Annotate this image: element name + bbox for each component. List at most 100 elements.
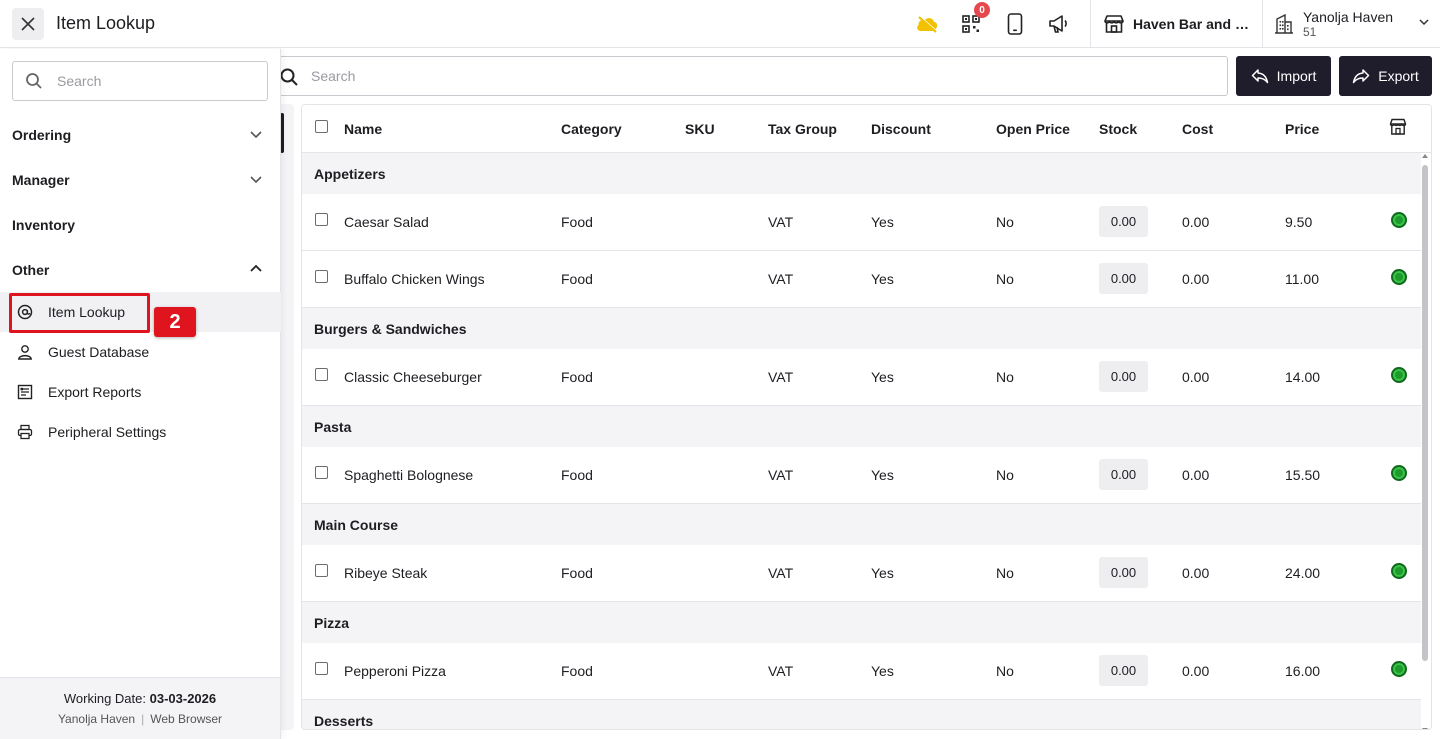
item-stock[interactable]: 0.00	[1099, 206, 1148, 237]
row-checkbox[interactable]	[315, 270, 328, 283]
status-active-indicator	[1391, 269, 1407, 285]
column-open-price[interactable]: Open Price	[996, 121, 1070, 137]
export-button[interactable]: Export	[1339, 56, 1432, 96]
nav-group-manager[interactable]: Manager	[0, 157, 281, 202]
table-row[interactable]: Caesar Salad Food VAT Yes No 0.00 0.00 9…	[302, 194, 1421, 251]
nav-group-ordering[interactable]: Ordering	[0, 112, 281, 157]
qr-orders-button[interactable]: 0	[949, 0, 993, 48]
storefront-icon	[1104, 15, 1124, 33]
item-price: 11.00	[1285, 271, 1319, 287]
chevron-down-icon	[250, 131, 262, 139]
item-cost: 0.00	[1182, 271, 1210, 287]
row-checkbox[interactable]	[315, 564, 328, 577]
category-panel-active-marker	[280, 113, 284, 153]
search-icon	[26, 73, 42, 89]
table-row[interactable]: Pepperoni Pizza Food VAT Yes No 0.00 0.0…	[302, 643, 1421, 700]
item-open-price: No	[996, 565, 1014, 581]
item-stock[interactable]: 0.00	[1099, 361, 1148, 392]
footer-property: Yanolja Haven	[57, 712, 136, 726]
item-search-input[interactable]	[311, 68, 1191, 84]
item-category: Food	[561, 467, 593, 483]
item-price: 16.00	[1285, 663, 1321, 679]
menu-search-input[interactable]	[57, 73, 247, 89]
item-cost: 0.00	[1182, 214, 1210, 230]
item-stock[interactable]: 0.00	[1099, 263, 1148, 294]
import-button[interactable]: Import	[1236, 56, 1331, 96]
item-price: 9.50	[1285, 214, 1313, 230]
reply-arrow-icon	[1251, 69, 1268, 84]
group-header: Pasta	[302, 406, 1421, 447]
property-id: 51	[1303, 25, 1317, 39]
table-row[interactable]: Spaghetti Bolognese Food VAT Yes No 0.00…	[302, 447, 1421, 504]
select-all-checkbox[interactable]	[315, 120, 328, 133]
row-checkbox[interactable]	[315, 368, 328, 381]
item-cost: 0.00	[1182, 663, 1210, 679]
category-panel-edge	[280, 104, 294, 730]
row-checkbox[interactable]	[315, 213, 328, 226]
store-column-icon	[1389, 118, 1407, 135]
printer-icon	[16, 423, 34, 441]
nav-group-inventory[interactable]: Inventory	[0, 202, 281, 247]
person-icon	[16, 343, 34, 361]
column-price[interactable]: Price	[1285, 121, 1320, 137]
working-date-value: 03-03-2026	[149, 691, 217, 706]
item-price: 24.00	[1285, 565, 1321, 581]
nav-group-label: Other	[12, 261, 50, 278]
forward-arrow-icon	[1353, 69, 1370, 84]
column-name[interactable]: Name	[344, 121, 383, 137]
mobile-device-icon	[1007, 13, 1023, 35]
table-row[interactable]: Buffalo Chicken Wings Food VAT Yes No 0.…	[302, 251, 1421, 308]
item-search-field[interactable]	[270, 56, 1228, 96]
status-active-indicator	[1391, 563, 1407, 579]
page-title: Item Lookup	[56, 13, 156, 33]
import-label: Import	[1276, 68, 1317, 84]
column-cost[interactable]: Cost	[1182, 121, 1214, 137]
item-stock[interactable]: 0.00	[1099, 459, 1148, 490]
cloud-off-icon	[917, 15, 938, 33]
item-category: Food	[561, 663, 593, 679]
item-category: Food	[561, 271, 593, 287]
status-active-indicator	[1391, 661, 1407, 677]
property-selector[interactable]: Yanolja Haven 51	[1262, 0, 1440, 48]
item-stock[interactable]: 0.00	[1099, 557, 1148, 588]
table-scrollbar[interactable]	[1421, 154, 1429, 729]
row-checkbox[interactable]	[315, 662, 328, 675]
column-tax-group[interactable]: Tax Group	[768, 121, 837, 137]
nav-item-item-lookup[interactable]: Item Lookup	[0, 292, 281, 332]
item-name: Spaghetti Bolognese	[344, 467, 474, 483]
working-date-label: Working Date:	[63, 691, 146, 706]
table-row[interactable]: Ribeye Steak Food VAT Yes No 0.00 0.00 2…	[302, 545, 1421, 602]
scrollbar-thumb[interactable]	[1422, 165, 1428, 661]
export-label: Export	[1378, 68, 1419, 84]
row-checkbox[interactable]	[315, 466, 328, 479]
column-discount[interactable]: Discount	[871, 121, 931, 137]
column-category[interactable]: Category	[561, 121, 622, 137]
item-discount: Yes	[871, 663, 894, 679]
device-button[interactable]	[993, 0, 1037, 48]
item-tax-group: VAT	[768, 369, 794, 385]
table-row[interactable]: Classic Cheeseburger Food VAT Yes No 0.0…	[302, 349, 1421, 406]
offline-cloud-button[interactable]	[905, 0, 949, 48]
item-stock[interactable]: 0.00	[1099, 655, 1148, 686]
item-open-price: No	[996, 467, 1014, 483]
item-cost: 0.00	[1182, 467, 1210, 483]
nav-item-guest-database[interactable]: Guest Database	[0, 332, 281, 372]
nav-group-other[interactable]: Other	[0, 247, 281, 292]
scroll-down-arrow-icon	[1422, 728, 1428, 729]
status-active-indicator	[1391, 212, 1407, 228]
nav-item-export-reports[interactable]: Export Reports	[0, 372, 281, 412]
nav-group-label: Inventory	[12, 216, 76, 233]
announcements-button[interactable]	[1037, 0, 1081, 48]
close-button[interactable]	[12, 8, 44, 40]
nav-group-label: Ordering	[12, 126, 72, 143]
at-sign-icon	[16, 303, 34, 321]
menu-search-field[interactable]	[12, 61, 268, 101]
item-discount: Yes	[871, 467, 894, 483]
column-stock[interactable]: Stock	[1099, 121, 1138, 137]
store-selector[interactable]: Haven Bar and Restaurant	[1090, 0, 1262, 48]
status-active-indicator	[1391, 367, 1407, 383]
item-category: Food	[561, 369, 593, 385]
column-sku[interactable]: SKU	[685, 121, 715, 137]
environment-line: Yanolja Haven | Web Browser	[0, 712, 280, 726]
nav-item-peripheral-settings[interactable]: Peripheral Settings	[0, 412, 281, 452]
